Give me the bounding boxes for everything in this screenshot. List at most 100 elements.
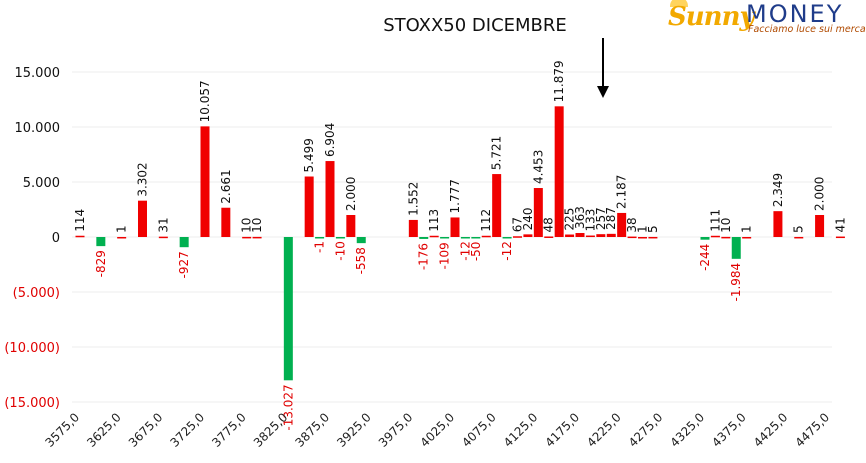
- data-label: 2.000: [344, 177, 358, 211]
- bar: [481, 235, 491, 238]
- x-tick-label: 4325,0: [668, 410, 708, 450]
- data-label: 257: [594, 207, 608, 230]
- data-label: -176: [417, 243, 431, 270]
- chart-title: STOXX50 DICEMBRE: [383, 15, 567, 36]
- bar: [502, 237, 512, 239]
- logo-brand-first: Sunny: [668, 2, 755, 32]
- x-tick-label: 3625,0: [84, 410, 124, 450]
- data-label: 67: [511, 217, 525, 232]
- x-tick-label: 4025,0: [418, 410, 458, 450]
- bar: [242, 236, 252, 239]
- x-axis-ticks: 3575,0 3625,0 3675,0 3725,0 3775,0 3825,0 3875…: [43, 410, 833, 450]
- bar: [356, 237, 366, 244]
- y-tick-label: 10.000: [15, 121, 61, 136]
- y-tick-label: 15.000: [15, 66, 61, 81]
- data-label: 2.661: [219, 169, 233, 203]
- bar: [117, 236, 127, 239]
- data-label: -558: [354, 247, 368, 274]
- bar: [252, 236, 262, 239]
- x-tick-label: 4125,0: [501, 410, 541, 450]
- data-label: 2.000: [813, 177, 827, 211]
- y-tick-label: 0: [52, 231, 60, 246]
- bar: [835, 236, 845, 239]
- bar: [638, 236, 647, 239]
- bar: [700, 237, 710, 240]
- sun-icon: [670, 0, 688, 7]
- data-label: -927: [177, 251, 191, 278]
- bar: [575, 233, 585, 237]
- data-label: 133: [583, 209, 597, 232]
- bar: [544, 236, 554, 238]
- data-label: 1: [636, 225, 650, 233]
- bars: [75, 106, 845, 381]
- data-label: -109: [438, 242, 452, 269]
- bar: [617, 212, 627, 237]
- bar: [440, 237, 450, 239]
- bar: [742, 236, 752, 239]
- data-label: 111: [708, 209, 722, 232]
- data-label: 114: [73, 209, 87, 232]
- data-label: 5: [646, 225, 660, 233]
- bar: [815, 215, 825, 237]
- data-label: 41: [833, 217, 847, 232]
- data-label: -1: [313, 241, 327, 253]
- bar: [492, 174, 502, 237]
- x-tick-label: 3725,0: [168, 410, 208, 450]
- logo-tagline: Facciamo luce sui mercati: [748, 24, 866, 35]
- data-label: -12: [458, 241, 472, 261]
- data-label: 10.057: [198, 80, 212, 122]
- x-tick-label: 4075,0: [459, 410, 499, 450]
- bar: [648, 236, 658, 239]
- data-label: 113: [427, 209, 441, 232]
- bar: [346, 215, 356, 237]
- data-label: 1.777: [448, 179, 462, 213]
- bar: [75, 235, 85, 238]
- data-label: 48: [542, 217, 556, 232]
- data-label: -13.027: [281, 384, 295, 430]
- data-label: -12: [500, 241, 514, 261]
- x-tick-label: 4375,0: [709, 410, 749, 450]
- data-labels: 114-82913.30231-92710.0572.6611010-13.02…: [73, 60, 847, 430]
- bar: [221, 207, 231, 237]
- bar: [721, 236, 731, 239]
- bar: [429, 235, 439, 238]
- x-tick-label: 4175,0: [543, 410, 583, 450]
- y-tick-label: (10.000): [4, 341, 60, 356]
- bar: [471, 237, 481, 239]
- bar: [554, 106, 564, 238]
- data-label: 5.721: [490, 136, 504, 170]
- bar: [627, 236, 637, 239]
- data-label: 5: [792, 225, 806, 233]
- bar: [460, 237, 470, 239]
- y-tick-label: (5.000): [13, 286, 60, 301]
- arrow-down-icon: [597, 38, 609, 98]
- data-label: -50: [469, 242, 483, 262]
- y-tick-label: (15.000): [4, 396, 60, 411]
- bar: [419, 237, 429, 239]
- x-tick-label: 4275,0: [626, 410, 666, 450]
- data-label: 112: [479, 209, 493, 232]
- grid-lines: [72, 71, 832, 403]
- logo-brand-second: MONEY: [746, 0, 844, 28]
- bar: [773, 211, 783, 237]
- bar: [794, 236, 804, 239]
- data-label: -244: [698, 244, 712, 271]
- data-label: 11.879: [552, 60, 566, 102]
- bar: [513, 236, 522, 238]
- bar: [533, 188, 543, 237]
- bar: [585, 235, 595, 238]
- data-label: 1: [740, 225, 754, 233]
- bar: [731, 237, 741, 259]
- bar: [606, 233, 616, 237]
- data-label: 10: [719, 218, 733, 233]
- brand-logo: Sunny MONEY Facciamo luce sui mercati: [664, 0, 866, 40]
- bar: [710, 235, 720, 238]
- bar: [315, 237, 325, 239]
- data-label: 5.499: [302, 138, 316, 172]
- data-label: 240: [521, 207, 535, 230]
- data-label: 4.453: [531, 150, 545, 184]
- data-label: 287: [604, 207, 618, 230]
- bar: [283, 237, 293, 381]
- bar: [565, 234, 575, 237]
- data-label: 31: [156, 217, 170, 232]
